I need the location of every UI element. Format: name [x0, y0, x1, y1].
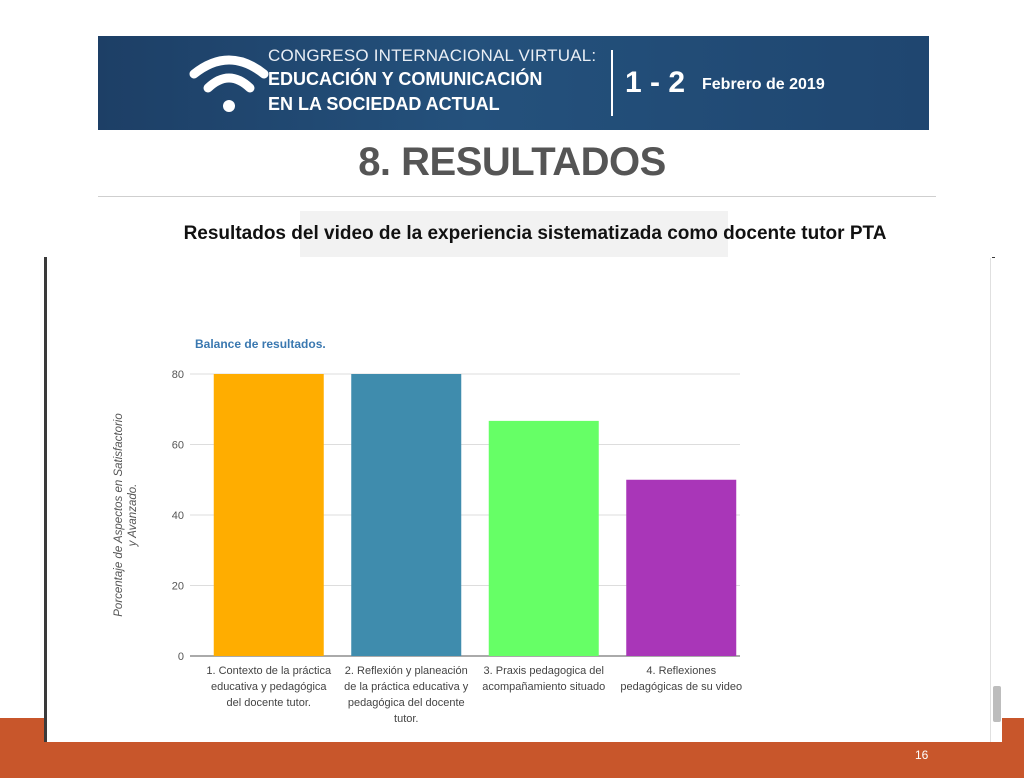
- congress-banner: CONGRESO INTERNACIONAL VIRTUAL: EDUCACIÓ…: [98, 36, 929, 130]
- bottom-accent-left: [0, 718, 44, 742]
- slide-subtitle: Resultados del video de la experiencia s…: [183, 223, 887, 244]
- bar: [626, 479, 737, 656]
- x-tick-label: 2. Reflexión y planeación de la práctica …: [344, 665, 469, 725]
- bottom-accent-right: [1002, 718, 1024, 742]
- title-divider: [98, 196, 936, 197]
- wifi-icon: [189, 55, 269, 112]
- banner-line-1: CONGRESO INTERNACIONAL VIRTUAL:: [268, 46, 597, 65]
- page-number: 16: [915, 748, 929, 762]
- y-tick-label: 20: [172, 581, 184, 593]
- y-tick-label: 80: [172, 369, 184, 381]
- y-tick-label: 60: [172, 440, 184, 452]
- bottom-accent-bar: [0, 742, 1024, 778]
- bar: [351, 374, 462, 656]
- banner-month: Febrero de 2019: [702, 76, 825, 93]
- subtitle-highlight: [300, 211, 728, 257]
- bar-chart: Balance de resultados. 0 20 40 60 80 Porcentaj…: [113, 337, 742, 725]
- y-tick-label: 40: [172, 510, 184, 522]
- y-tick-label: 0: [178, 651, 184, 663]
- chart-title: Balance de resultados.: [195, 337, 326, 351]
- scrollbar-thumb[interactable]: [993, 686, 1001, 722]
- bar: [488, 420, 599, 656]
- x-tick-label: 4. Reflexiones pedagógicas de su video: [620, 665, 742, 693]
- x-tick-label: 3. Praxis pedagogica del acompañamiento s…: [482, 665, 605, 693]
- y-axis-label: Porcentaje de Aspectos en Satisfactorio y…: [113, 413, 139, 617]
- scrollbar-track[interactable]: [990, 258, 1003, 746]
- banner-divider: [611, 50, 613, 116]
- banner-dates: 1 - 2: [625, 66, 686, 99]
- banner-line-3: EN LA SOCIEDAD ACTUAL: [268, 94, 500, 114]
- x-tick-label: 1. Contexto de la práctica educativa y pe…: [206, 665, 332, 709]
- bar: [213, 374, 324, 656]
- slide-title: 8. RESULTADOS: [358, 140, 666, 184]
- banner-line-2: EDUCACIÓN Y COMUNICACIÓN: [268, 69, 543, 89]
